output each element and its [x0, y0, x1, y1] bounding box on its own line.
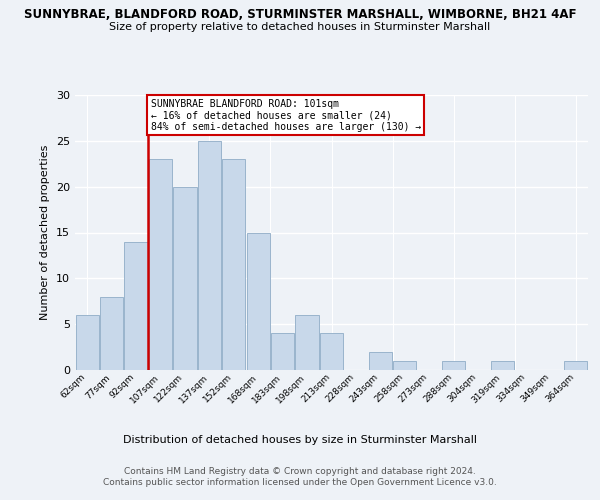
Text: 228sqm: 228sqm [324, 372, 356, 404]
Bar [247, 232, 270, 370]
Bar [124, 242, 148, 370]
Text: 273sqm: 273sqm [397, 372, 429, 404]
Text: 77sqm: 77sqm [83, 372, 112, 400]
Bar [295, 315, 319, 370]
Bar [198, 141, 221, 370]
Text: 183sqm: 183sqm [251, 372, 283, 404]
Text: 288sqm: 288sqm [422, 372, 454, 404]
Bar [393, 361, 416, 370]
Text: 243sqm: 243sqm [349, 372, 380, 404]
Bar [369, 352, 392, 370]
Text: 107sqm: 107sqm [128, 372, 160, 404]
Bar [76, 315, 99, 370]
Text: 304sqm: 304sqm [446, 372, 478, 404]
Text: Size of property relative to detached houses in Sturminster Marshall: Size of property relative to detached ho… [109, 22, 491, 32]
Text: SUNNYBRAE, BLANDFORD ROAD, STURMINSTER MARSHALL, WIMBORNE, BH21 4AF: SUNNYBRAE, BLANDFORD ROAD, STURMINSTER M… [24, 8, 576, 20]
Bar [149, 159, 172, 370]
Text: 213sqm: 213sqm [299, 372, 331, 404]
Text: 198sqm: 198sqm [275, 372, 307, 404]
Y-axis label: Number of detached properties: Number of detached properties [40, 145, 50, 320]
Bar [491, 361, 514, 370]
Text: 168sqm: 168sqm [226, 372, 258, 404]
Text: 92sqm: 92sqm [108, 372, 136, 400]
Bar [173, 186, 197, 370]
Text: 152sqm: 152sqm [202, 372, 234, 404]
Text: 137sqm: 137sqm [177, 372, 209, 404]
Text: 122sqm: 122sqm [153, 372, 185, 404]
Bar [442, 361, 465, 370]
Bar [222, 159, 245, 370]
Text: 349sqm: 349sqm [520, 372, 551, 404]
Text: Distribution of detached houses by size in Sturminster Marshall: Distribution of detached houses by size … [123, 435, 477, 445]
Bar [320, 334, 343, 370]
Text: 319sqm: 319sqm [470, 372, 503, 404]
Text: 258sqm: 258sqm [373, 372, 405, 404]
Text: 334sqm: 334sqm [495, 372, 527, 404]
Text: 364sqm: 364sqm [544, 372, 576, 404]
Bar [100, 296, 123, 370]
Bar [271, 334, 294, 370]
Text: SUNNYBRAE BLANDFORD ROAD: 101sqm
← 16% of detached houses are smaller (24)
84% o: SUNNYBRAE BLANDFORD ROAD: 101sqm ← 16% o… [151, 98, 421, 132]
Bar [564, 361, 587, 370]
Text: 62sqm: 62sqm [59, 372, 87, 400]
Text: Contains HM Land Registry data © Crown copyright and database right 2024.
Contai: Contains HM Land Registry data © Crown c… [103, 468, 497, 487]
